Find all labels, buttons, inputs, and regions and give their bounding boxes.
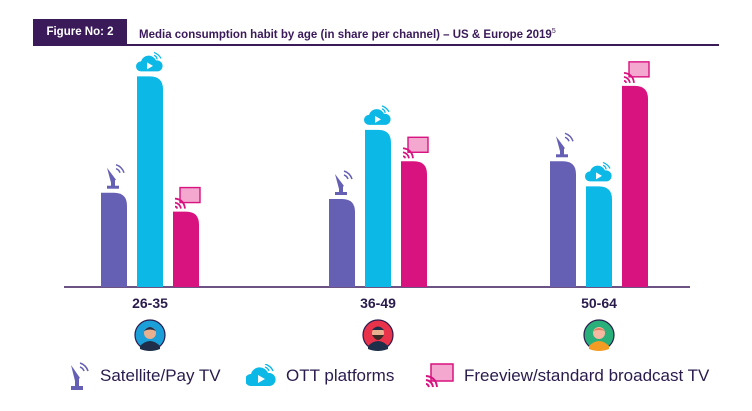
satellite-dish-icon (335, 170, 353, 195)
legend-item-satellite: Satellite/Pay TV (66, 360, 221, 392)
bearded-man-avatar-icon (362, 319, 394, 351)
broadcast-tv-icon (402, 136, 429, 159)
satellite-dish-icon (556, 132, 574, 158)
legend-label-freeview: Freeview/standard broadcast TV (464, 366, 710, 385)
bar-ott-platforms-36-49 (365, 129, 391, 287)
older-person-avatar-icon (583, 319, 615, 351)
satellite-dish-icon (71, 362, 89, 390)
broadcast-tv-icon (425, 363, 454, 388)
broadcast-tv-icon (174, 186, 201, 209)
legend-item-freeview: Freeview/standard broadcast TV (424, 360, 709, 392)
legend-label-satellite: Satellite/Pay TV (100, 366, 221, 385)
figure-header: Figure No: 2 Media consumption habit by … (33, 19, 719, 48)
figure-number-badge: Figure No: 2 (33, 19, 127, 45)
bar-freeview-standard-broadcast-tv-50-64 (622, 85, 648, 287)
bar-satellite-pay-tv-26-35 (101, 192, 127, 287)
bar-satellite-pay-tv-50-64 (550, 161, 576, 287)
bar-freeview-standard-broadcast-tv-36-49 (401, 161, 427, 287)
broadcast-tv-icon (623, 61, 650, 84)
header-rule (33, 44, 719, 46)
bar-ott-platforms-26-35 (137, 76, 163, 287)
category-label-26-35: 26-35 (132, 295, 168, 311)
legend-label-ott: OTT platforms (286, 366, 395, 385)
young-man-avatar-icon (134, 319, 166, 351)
cloud-play-icon (585, 161, 612, 182)
figure-title: Media consumption habit by age (in share… (139, 19, 556, 48)
figure-title-text: Media consumption habit by age (in share… (139, 28, 552, 41)
bar-chart: 26-35 36-49 50-64 (64, 51, 690, 351)
satellite-dish-icon (107, 164, 125, 189)
cloud-play-icon (136, 51, 163, 72)
category-label-36-49: 36-49 (360, 295, 396, 311)
footnote-marker: 5 (551, 28, 556, 35)
cloud-play-icon (364, 105, 391, 125)
legend-item-ott: OTT platforms (246, 360, 394, 392)
bar-freeview-standard-broadcast-tv-26-35 (173, 211, 199, 287)
category-label-50-64: 50-64 (581, 295, 617, 311)
bar-satellite-pay-tv-36-49 (329, 199, 355, 287)
bar-ott-platforms-50-64 (586, 186, 612, 287)
cloud-play-icon (246, 364, 276, 386)
chart-legend: Satellite/Pay TV OTT platforms Freeview/… (0, 360, 752, 392)
